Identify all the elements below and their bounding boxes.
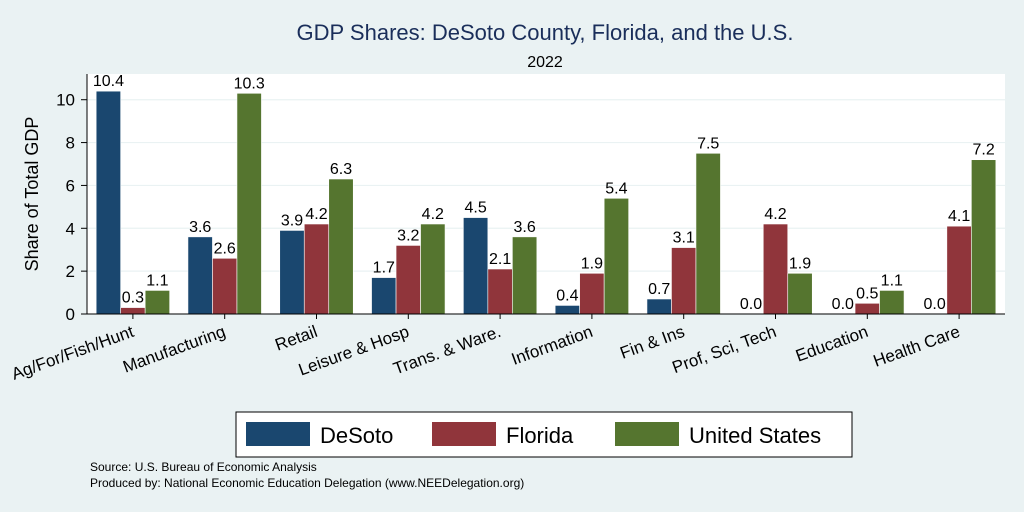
data-label: 7.5	[697, 135, 719, 152]
chart-title: GDP Shares: DeSoto County, Florida, and …	[297, 20, 794, 45]
y-tick-label: 0	[66, 305, 75, 324]
data-label: 0.3	[122, 290, 144, 307]
bar	[762, 223, 789, 315]
bar	[144, 290, 170, 315]
bar	[671, 247, 697, 315]
data-label: 2.6	[214, 240, 236, 257]
bar	[879, 290, 905, 315]
bar	[512, 236, 538, 315]
x-tick-label: Information	[509, 322, 595, 369]
x-tick-label: Health Care	[871, 322, 963, 371]
data-label: 3.9	[281, 212, 303, 229]
data-label: 3.6	[189, 219, 211, 236]
bar	[487, 268, 513, 315]
source-line: Source: U.S. Bureau of Economic Analysis	[90, 460, 317, 474]
legend-label: DeSoto	[320, 423, 393, 448]
bar	[787, 272, 813, 315]
bar	[579, 272, 605, 315]
data-label: 0.4	[556, 287, 578, 304]
data-label: 3.2	[397, 227, 419, 244]
x-tick-label: Ag/For/Fish/Hunt	[9, 322, 136, 384]
data-label: 3.1	[673, 230, 695, 247]
x-tick-label: Manufacturing	[120, 322, 228, 377]
data-label: 4.2	[305, 206, 327, 223]
data-label: 4.5	[464, 200, 486, 217]
legend-box	[235, 411, 853, 458]
bar	[187, 236, 213, 315]
data-label: 4.2	[764, 206, 786, 223]
data-label: 6.3	[330, 161, 352, 178]
y-tick-label: 10	[56, 91, 75, 110]
data-label: 4.2	[422, 206, 444, 223]
x-tick-label: Education	[793, 322, 871, 366]
bar	[120, 307, 146, 315]
bar	[603, 197, 629, 315]
data-label: 0.5	[856, 285, 878, 302]
data-label: 2.1	[489, 251, 511, 268]
bar	[212, 257, 238, 315]
bar	[395, 245, 421, 315]
y-tick-label: 8	[66, 134, 75, 153]
legend-swatch	[246, 422, 310, 446]
data-label: 1.9	[789, 255, 811, 272]
legend-label: Florida	[506, 423, 574, 448]
bar	[463, 217, 489, 315]
data-label: 0.0	[832, 296, 854, 313]
legend: DeSoto Florida United States	[235, 411, 853, 458]
data-label: 0.7	[648, 281, 670, 298]
bar	[279, 230, 305, 315]
bar	[371, 277, 397, 315]
bar	[236, 92, 262, 315]
y-tick-label: 4	[66, 219, 75, 238]
y-axis-label: Share of Total GDP	[22, 117, 42, 272]
data-label: 1.1	[146, 272, 168, 289]
bar	[420, 223, 446, 315]
data-label: 0.0	[923, 296, 945, 313]
data-label: 0.0	[740, 296, 762, 313]
legend-swatch	[615, 422, 679, 446]
produced-by-line: Produced by: National Economic Education…	[90, 476, 524, 490]
data-label: 4.1	[948, 208, 970, 225]
data-label: 1.1	[881, 272, 903, 289]
legend-swatch	[432, 422, 496, 446]
y-tick-label: 2	[66, 262, 75, 281]
bar	[95, 90, 121, 315]
data-label: 10.4	[93, 73, 124, 90]
data-label: 10.3	[234, 75, 265, 92]
data-label: 3.6	[513, 219, 535, 236]
y-tick-label: 6	[66, 176, 75, 195]
data-label: 1.7	[373, 260, 395, 277]
bar	[971, 159, 997, 315]
data-label: 5.4	[605, 180, 627, 197]
bar	[303, 223, 330, 315]
data-label: 7.2	[972, 142, 994, 159]
x-tick-label: Prof, Sci, Tech	[670, 322, 779, 377]
data-label: 1.9	[581, 255, 603, 272]
bar	[554, 305, 580, 315]
bar	[946, 225, 972, 315]
bar	[646, 298, 672, 315]
bar	[328, 178, 354, 315]
bar	[695, 152, 721, 315]
legend-label: United States	[689, 423, 821, 448]
x-tick-label: Retail	[273, 322, 320, 355]
bar	[854, 302, 880, 315]
chart-subtitle: 2022	[527, 54, 563, 71]
